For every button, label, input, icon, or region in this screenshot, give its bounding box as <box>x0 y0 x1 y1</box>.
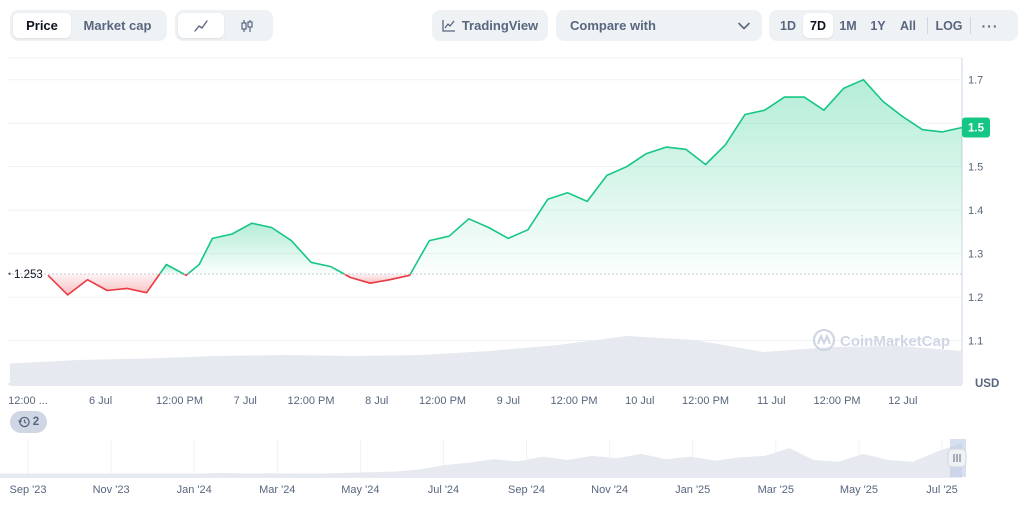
tradingview-chart-icon <box>442 20 455 32</box>
x-tick-label: 6 Jul <box>89 395 112 407</box>
navigator-date-label: May '24 <box>341 484 379 496</box>
price-tab[interactable]: Price <box>13 13 71 38</box>
price-series <box>47 78 962 296</box>
line-chart-icon <box>194 19 208 32</box>
x-tick-label: 12 Jul <box>888 395 917 407</box>
chart-style-switch <box>175 10 273 41</box>
time-history-badge[interactable]: 2 <box>10 411 47 433</box>
price-area-down <box>48 274 160 295</box>
more-options-button[interactable]: ··· <box>981 17 999 34</box>
current-price-tag: 1.5 <box>962 117 990 138</box>
y-tick-label: 1.3 <box>968 249 983 261</box>
x-tick-label: 12:00 ... <box>8 395 48 407</box>
tradingview-label: TradingView <box>461 18 539 33</box>
coinmarketcap-logo-mark <box>817 333 831 346</box>
navigator-date-label: Mar '25 <box>758 484 794 496</box>
navigator-date-label: Nov '24 <box>591 484 628 496</box>
log-scale-button[interactable]: LOG <box>935 18 963 33</box>
baseline-value: 1.253 <box>14 269 43 281</box>
volume-shape <box>10 336 962 386</box>
navigator-area <box>0 443 962 477</box>
price-line-up <box>409 78 962 275</box>
price-line-down <box>343 273 412 284</box>
range-all-button[interactable]: All <box>900 18 916 33</box>
navigator-date-label: Jul '24 <box>428 484 459 496</box>
y-tick-label: 1.2 <box>968 292 983 304</box>
navigator-date-label: May '25 <box>840 484 878 496</box>
y-tick-label: 1.7 <box>968 75 983 87</box>
candlestick-icon <box>241 19 253 32</box>
price-area-down <box>344 274 411 284</box>
coinmarketcap-logo-icon <box>812 328 836 352</box>
price-area-up <box>187 223 345 274</box>
history-clock-icon <box>17 416 30 428</box>
watermark-text: CoinMarketCap <box>840 333 950 350</box>
range-7d-button[interactable]: 7D <box>803 13 833 38</box>
candlestick-button[interactable] <box>224 13 270 38</box>
navigator-date-label: Jan '24 <box>177 484 212 496</box>
x-tick-label: 11 Jul <box>757 395 786 407</box>
coinmarketcap-watermark: CoinMarketCap <box>812 328 950 352</box>
line-chart-button[interactable] <box>178 13 224 38</box>
navigator-date-label: Jul '25 <box>926 484 957 496</box>
x-tick-label: 9 Jul <box>497 395 520 407</box>
navigator-date-label: Jan '25 <box>675 484 710 496</box>
range-1y-button[interactable]: 1Y <box>870 18 886 33</box>
navigator-date-label: Sep '24 <box>508 484 545 496</box>
volume-area <box>10 336 962 386</box>
range-1d-button[interactable]: 1D <box>780 18 796 33</box>
navigator-date-label: Sep '23 <box>10 484 47 496</box>
navigator-labels: Sep '23 Nov '23 Jan '24 Mar '24 May '24 Jul '… <box>10 484 958 496</box>
price-area-up <box>410 79 962 274</box>
market-cap-tab[interactable]: Market cap <box>83 18 152 33</box>
chart-type-switch: Price Market cap <box>10 10 167 41</box>
y-tick-label: 1.1 <box>968 336 983 348</box>
divider <box>927 17 928 34</box>
navigator-shape <box>0 443 962 477</box>
x-tick-label: 12:00 PM <box>682 395 729 407</box>
x-tick-label: 12:00 PM <box>419 395 466 407</box>
time-range-switch: 1D 7D 1M 1Y All LOG ··· <box>769 10 1018 41</box>
x-tick-label: 12:00 PM <box>287 395 334 407</box>
compare-with-label: Compare with <box>570 18 656 33</box>
x-tick-label: 12:00 PM <box>814 395 861 407</box>
price-line-up <box>187 222 345 275</box>
y-tick-label: 1.5 <box>968 162 983 174</box>
history-count: 2 <box>32 416 40 428</box>
currency-label: USD <box>975 378 999 390</box>
navigator-date-label: Nov '23 <box>93 484 130 496</box>
baseline-marker-icon: • <box>8 269 11 279</box>
price-line-down <box>47 273 161 296</box>
x-tick-label: 7 Jul <box>234 395 257 407</box>
navigator-range-handle[interactable] <box>947 439 967 477</box>
divider <box>970 17 971 34</box>
x-tick-label: 8 Jul <box>365 395 388 407</box>
x-tick-label: 12:00 PM <box>156 395 203 407</box>
y-tick-label: 1.4 <box>968 205 983 217</box>
tradingview-button[interactable]: TradingView <box>432 10 548 41</box>
time-navigator[interactable]: Sep '23 Nov '23 Jan '24 Mar '24 May '24 Jul '… <box>0 437 1024 514</box>
range-1m-button[interactable]: 1M <box>839 18 857 33</box>
x-tick-label: 10 Jul <box>625 395 654 407</box>
price-chart[interactable]: CoinMarketCap 1.1 1.2 1.3 1.4 1.5 1.5 1.7 12:0… <box>0 52 1024 412</box>
price-line-up <box>159 263 185 275</box>
compare-with-dropdown[interactable]: Compare with <box>556 10 762 41</box>
x-tick-label: 12:00 PM <box>550 395 597 407</box>
current-price-value: 1.5 <box>968 123 985 135</box>
chevron-down-icon <box>738 22 750 29</box>
y-axis: 1.1 1.2 1.3 1.4 1.5 1.5 1.7 <box>968 75 983 348</box>
x-axis: 12:00 ... 6 Jul 12:00 PM 7 Jul 12:00 PM 8 Jul… <box>8 395 917 407</box>
navigator-date-label: Mar '24 <box>259 484 295 496</box>
